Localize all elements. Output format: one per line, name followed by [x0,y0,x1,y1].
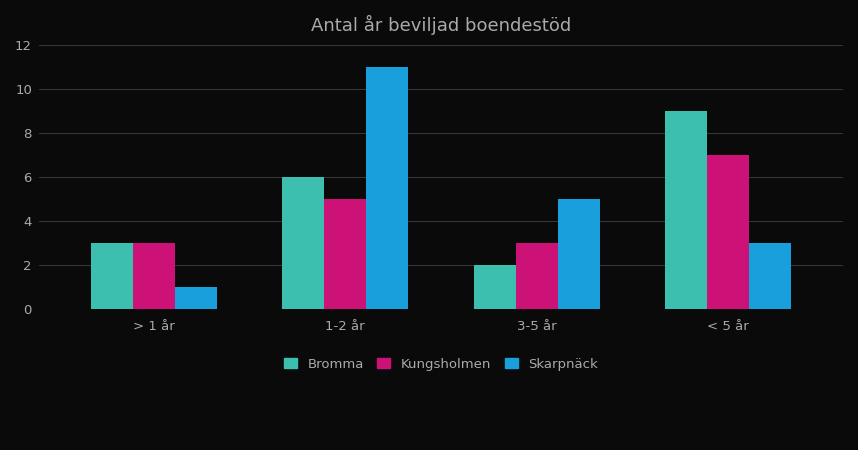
Bar [749,243,791,309]
Bar [665,111,707,309]
Legend: Bromma, Kungsholmen, Skarpnäck: Bromma, Kungsholmen, Skarpnäck [279,352,603,376]
Bar [91,243,133,309]
Bar [558,199,600,309]
Bar [707,155,749,309]
Bar [516,243,558,309]
Bar [282,177,324,309]
Bar [133,243,175,309]
Title: Antal år beviljad boendestöd: Antal år beviljad boendestöd [311,15,571,35]
Bar [324,199,366,309]
Bar [175,287,217,309]
Bar [474,265,516,309]
Bar [366,67,408,309]
